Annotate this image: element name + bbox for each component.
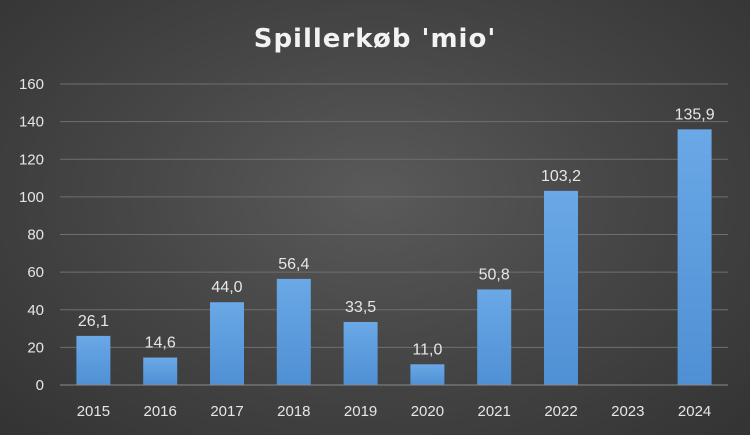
data-label-2020: 11,0 — [412, 341, 442, 358]
data-label-2024: 135,9 — [675, 106, 715, 123]
bar-2017 — [210, 302, 244, 385]
bar-2024 — [677, 129, 712, 385]
data-label-2015: 26,1 — [78, 313, 109, 330]
x-tick-label: 2023 — [611, 403, 644, 420]
y-tick-label: 0 — [36, 377, 44, 394]
data-label-2017: 44,0 — [211, 279, 242, 296]
y-tick-label: 40 — [27, 302, 44, 319]
bar-2018 — [276, 278, 311, 385]
y-tick-label: 160 — [19, 76, 44, 93]
gridlines — [60, 83, 728, 348]
x-tick-label: 2018 — [277, 403, 310, 420]
bar-2019 — [343, 321, 378, 385]
x-tick-label: 2020 — [411, 403, 444, 420]
data-labels: 26,1 14,6 44,0 56,4 33,5 11,0 50,8 103,2 135,9 — [78, 106, 715, 358]
x-tick-label: 2015 — [77, 403, 110, 420]
y-tick-label: 140 — [19, 114, 44, 131]
bar-2022 — [544, 190, 578, 385]
chart-title: Spillerkøb 'mio' — [254, 24, 497, 54]
data-label-2019: 33,5 — [345, 299, 376, 316]
data-label-2018: 56,4 — [278, 256, 309, 273]
x-tick-label: 2021 — [478, 403, 511, 420]
y-tick-label: 100 — [19, 189, 44, 206]
y-tick-label: 80 — [27, 227, 44, 244]
y-axis-ticks: 0 20 40 60 80 100 120 140 160 — [19, 76, 44, 394]
data-label-2022: 103,2 — [541, 168, 581, 185]
bar-2016 — [143, 357, 178, 385]
bar-2021 — [477, 289, 512, 385]
y-tick-label: 60 — [27, 264, 44, 281]
data-label-2021: 50,8 — [479, 266, 510, 283]
x-tick-label: 2022 — [544, 403, 577, 420]
x-tick-label: 2024 — [678, 403, 711, 420]
data-label-2016: 14,6 — [145, 335, 176, 352]
x-tick-label: 2017 — [210, 403, 243, 420]
y-tick-label: 20 — [27, 339, 44, 356]
x-tick-label: 2016 — [144, 403, 177, 420]
x-tick-label: 2019 — [344, 403, 377, 420]
bars — [76, 129, 712, 385]
x-axis-ticks: 2015 2016 2017 2018 2019 2020 2021 2022 2023 2024 — [77, 403, 712, 420]
bar-2015 — [76, 335, 111, 385]
bar-2020 — [410, 364, 445, 385]
y-tick-label: 120 — [19, 151, 44, 168]
